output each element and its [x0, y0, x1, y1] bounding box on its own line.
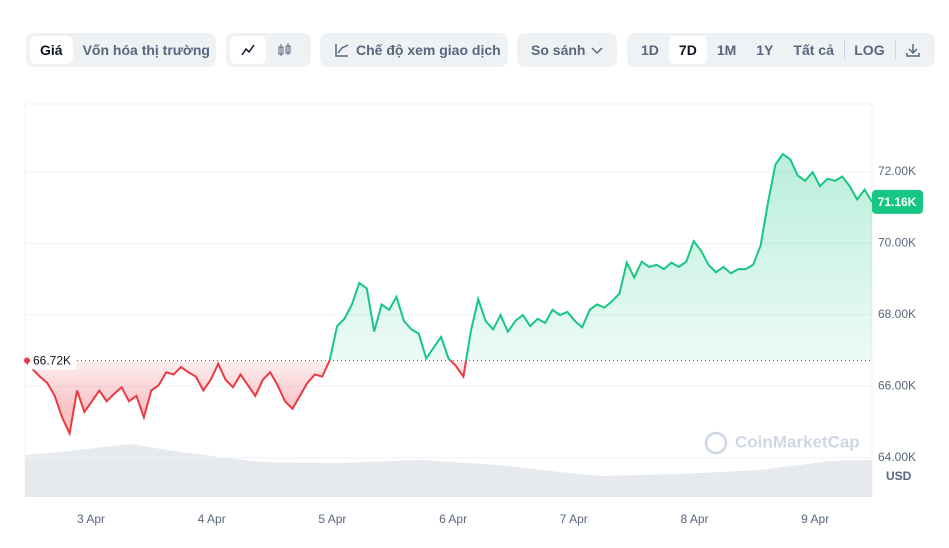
- icon: [591, 47, 603, 55]
- range-group: 1D 7D 1M 1Y Tất cả LOG: [627, 33, 935, 67]
- volume-area: [25, 444, 872, 497]
- y-tick-label: 70.00K: [878, 236, 916, 250]
- range[interactable]: 1D: [641, 42, 659, 58]
- icon: [241, 44, 255, 56]
- chart-type-group: [226, 33, 311, 67]
- price-tag: [872, 189, 923, 214]
- icon: [335, 44, 349, 57]
- y-tick-label: 66.00K: [878, 378, 916, 392]
- x-tick-label: 4 Apr: [198, 512, 226, 526]
- range[interactable]: 7D: [668, 36, 707, 64]
- tab[interactable]: Giá: [30, 36, 73, 64]
- y-tick-label: 68.00K: [878, 307, 916, 321]
- compare-group: So sánh: [517, 33, 617, 67]
- currency-label: USD: [886, 469, 912, 483]
- range[interactable]: Tất cả: [793, 42, 834, 58]
- compare-button[interactable]: So sánh: [521, 36, 613, 64]
- x-tick-label: 9 Apr: [801, 512, 829, 526]
- baseline-label-bg: [28, 351, 76, 370]
- price-tag-label: 71.16K: [878, 195, 917, 209]
- icon: [278, 43, 291, 56]
- x-tick-label: 3 Apr: [77, 512, 105, 526]
- y-tick-label: 72.00K: [878, 164, 916, 178]
- candle-button[interactable]: [266, 36, 302, 64]
- trading-view-group: Chế độ xem giao dịch: [320, 33, 508, 67]
- x-tick-label: 7 Apr: [560, 512, 588, 526]
- price-line: [24, 152, 873, 437]
- tab[interactable]: Vốn hóa thị trường: [82, 42, 210, 58]
- x-tick-label: 5 Apr: [318, 512, 346, 526]
- label: Chế độ xem giao dịch: [356, 42, 501, 58]
- download-button[interactable]: [895, 36, 931, 64]
- icon: [906, 44, 920, 57]
- y-tick-label: 64.00K: [878, 450, 916, 464]
- watermark-logo: [704, 431, 728, 455]
- line-button[interactable]: [230, 36, 266, 64]
- baseline-dot: [24, 357, 30, 364]
- watermark: CoinMarketCap: [735, 432, 860, 451]
- range[interactable]: 1M: [716, 42, 737, 58]
- x-tick-label: 6 Apr: [439, 512, 467, 526]
- label: So sánh: [531, 42, 586, 58]
- trading-view-button[interactable]: Chế độ xem giao dịch: [324, 36, 511, 64]
- log-button[interactable]: LOG: [854, 42, 885, 58]
- area-fill: [25, 154, 872, 434]
- baseline-label: 66.72K: [33, 354, 71, 368]
- range[interactable]: 1Y: [756, 42, 774, 58]
- tab-group: Giá Vốn hóa thị trường: [26, 33, 216, 67]
- x-tick-label: 8 Apr: [680, 512, 708, 526]
